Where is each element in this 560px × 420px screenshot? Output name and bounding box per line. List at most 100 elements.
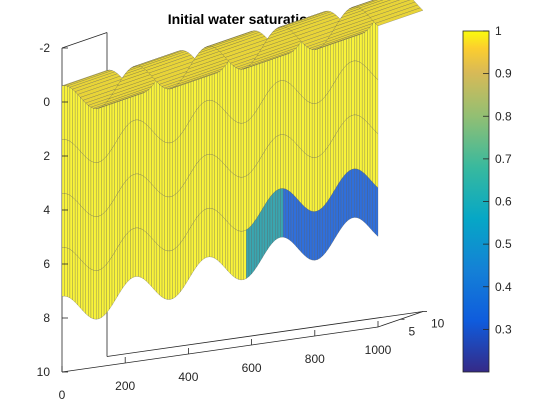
surface-cell [154, 132, 157, 191]
surface-cell [248, 116, 252, 175]
surface-cell [322, 150, 326, 208]
surface-cell [140, 120, 144, 177]
surface-cell [290, 84, 294, 142]
surface-cell [209, 100, 213, 155]
surface-cell [61, 247, 65, 297]
surface-cell [227, 222, 231, 275]
colorbar-tick-label: 0.4 [495, 280, 512, 294]
surface-cell [90, 106, 94, 163]
surface-cell [301, 95, 305, 153]
surface-cell [80, 259, 84, 312]
surface-cell [222, 216, 226, 269]
surface-cell [151, 183, 155, 242]
surface-cell [75, 253, 78, 306]
surface-cell [204, 154, 207, 211]
surface-cell [264, 146, 268, 206]
surface-cell [64, 247, 68, 297]
surface-cell [288, 82, 292, 139]
surface-cell [230, 62, 234, 120]
surface-cell [285, 135, 289, 191]
surface-cell [190, 221, 194, 276]
surface-cell [341, 175, 344, 229]
surface-cell [183, 180, 186, 240]
colorbar-tick-label: 0.7 [495, 152, 512, 166]
surface-cell [269, 193, 273, 247]
surface-cell [330, 138, 334, 198]
surface-cell [132, 119, 136, 175]
surface-cell [175, 191, 178, 249]
surface-cell [317, 47, 321, 104]
surface-cell [312, 157, 315, 212]
x-axis: 0 200 400 600 800 1000 [59, 321, 392, 402]
surface-cell [330, 192, 334, 246]
surface-cell [372, 20, 376, 78]
surface-cell [319, 99, 323, 156]
surface-cell [180, 184, 184, 244]
surface-cell [233, 227, 236, 279]
surface-cell [367, 176, 371, 229]
surface-cell [90, 268, 94, 320]
surface-cell [167, 250, 171, 300]
surface-cell [219, 159, 223, 217]
surface-cell [372, 182, 376, 235]
surface-cell [304, 98, 308, 156]
surface-cell [193, 163, 197, 223]
surface-cell [80, 97, 84, 155]
surface-cell [211, 208, 215, 259]
surface-cell [296, 197, 300, 250]
surface-cell [198, 103, 202, 162]
surface-cell [196, 214, 200, 268]
surface-cell [106, 206, 110, 265]
surface-cell [301, 41, 305, 99]
surface-cell [217, 211, 221, 263]
surface-cell [309, 210, 313, 261]
surface-cell [154, 186, 157, 245]
surface-cell [67, 193, 71, 250]
surface-cell [167, 196, 171, 252]
surface-cell [314, 48, 318, 104]
z-tick-label: 6 [43, 257, 50, 271]
surface-cell [125, 232, 128, 285]
surface-cell [222, 108, 226, 166]
surface-cell [359, 61, 363, 118]
surface-cell [130, 120, 134, 177]
surface-cell [256, 105, 260, 165]
surface-cell [309, 102, 313, 158]
surface-cell [104, 263, 107, 316]
surface-cell [330, 84, 334, 144]
surface-cell [77, 256, 81, 309]
surface-cell [143, 122, 147, 179]
surface-cell [204, 100, 207, 157]
colorbar-tick-label: 0.5 [495, 237, 512, 251]
surface-cell [75, 145, 78, 203]
surface-cell [375, 185, 379, 237]
surface-cell [196, 106, 200, 165]
surface-cell [117, 135, 121, 195]
surface-cell [333, 133, 336, 193]
surface-cell [338, 71, 342, 131]
surface-cell [109, 202, 113, 261]
surface-cell [338, 125, 342, 185]
surface-cell [67, 139, 71, 196]
surface-cell [288, 136, 292, 193]
surface-cell [98, 106, 102, 163]
surface-cell [375, 131, 379, 189]
surface-cell [93, 270, 97, 320]
colorbar-tick-label: 0.8 [495, 109, 512, 123]
surface-cell [238, 68, 242, 124]
surface-cell [96, 216, 99, 271]
surface-cell [104, 209, 107, 268]
surface-cell [167, 142, 171, 198]
surface-cell [140, 228, 144, 280]
surface-cell [325, 200, 329, 254]
surface-cell [148, 234, 152, 287]
surface-cell [96, 108, 99, 163]
surface-cell [135, 119, 139, 175]
surface-cell [177, 242, 181, 296]
surface-cell [61, 193, 65, 248]
surface-plot [61, 0, 424, 320]
surface-cell [201, 155, 205, 213]
surface-cell [319, 45, 323, 102]
surface-cell [246, 65, 250, 123]
